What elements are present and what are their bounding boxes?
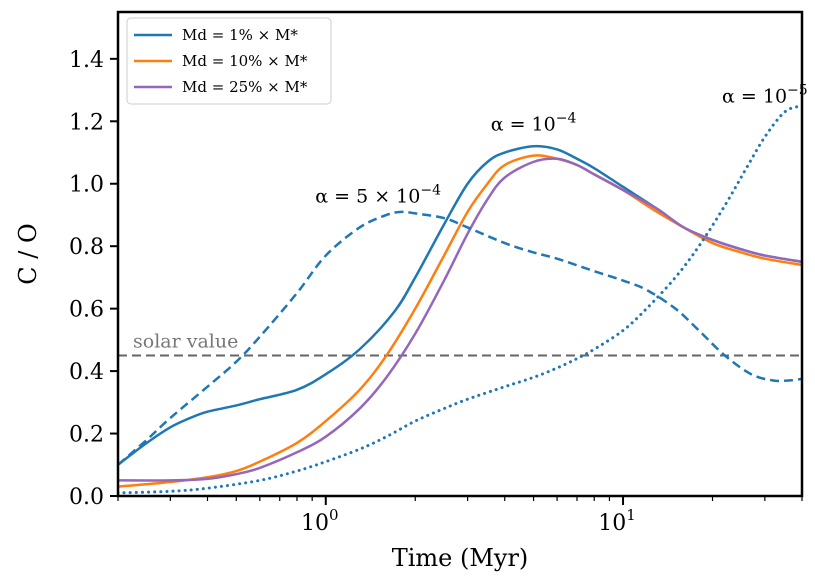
series-line-3 bbox=[118, 210, 802, 466]
alpha-annotation: α = 10−5 bbox=[722, 83, 808, 108]
legend-label: Md = 1% × M* bbox=[182, 26, 298, 44]
y-axis-title: C / O bbox=[14, 223, 42, 284]
solar-value-label: solar value bbox=[133, 330, 238, 352]
y-tick-label: 0.6 bbox=[69, 298, 104, 323]
y-tick-label: 0.8 bbox=[69, 235, 104, 260]
alpha-annotation: α = 10−4 bbox=[491, 111, 577, 136]
y-tick-label: 0.0 bbox=[69, 485, 104, 510]
series-line-1 bbox=[118, 154, 802, 488]
x-axis-title: Time (Myr) bbox=[392, 544, 529, 572]
x-tick-label: 101 bbox=[598, 506, 636, 536]
plot-frame bbox=[116, 10, 804, 498]
y-tick-label: 1.0 bbox=[69, 173, 104, 198]
y-tick-label: 0.2 bbox=[69, 423, 104, 448]
legend-label: Md = 25% × M* bbox=[182, 78, 308, 96]
legend bbox=[126, 17, 332, 105]
series-line-4 bbox=[118, 104, 802, 495]
series-line-0 bbox=[118, 144, 802, 467]
y-tick-label: 0.4 bbox=[69, 360, 104, 385]
y-tick-label: 1.2 bbox=[69, 110, 104, 135]
y-tick-label: 1.4 bbox=[69, 48, 104, 73]
legend-box bbox=[126, 17, 332, 105]
legend-label: Md = 10% × M* bbox=[182, 52, 308, 70]
alpha-annotation: α = 5 × 10−4 bbox=[315, 182, 441, 207]
series-line-2 bbox=[118, 157, 802, 482]
x-tick-label: 100 bbox=[301, 506, 339, 536]
